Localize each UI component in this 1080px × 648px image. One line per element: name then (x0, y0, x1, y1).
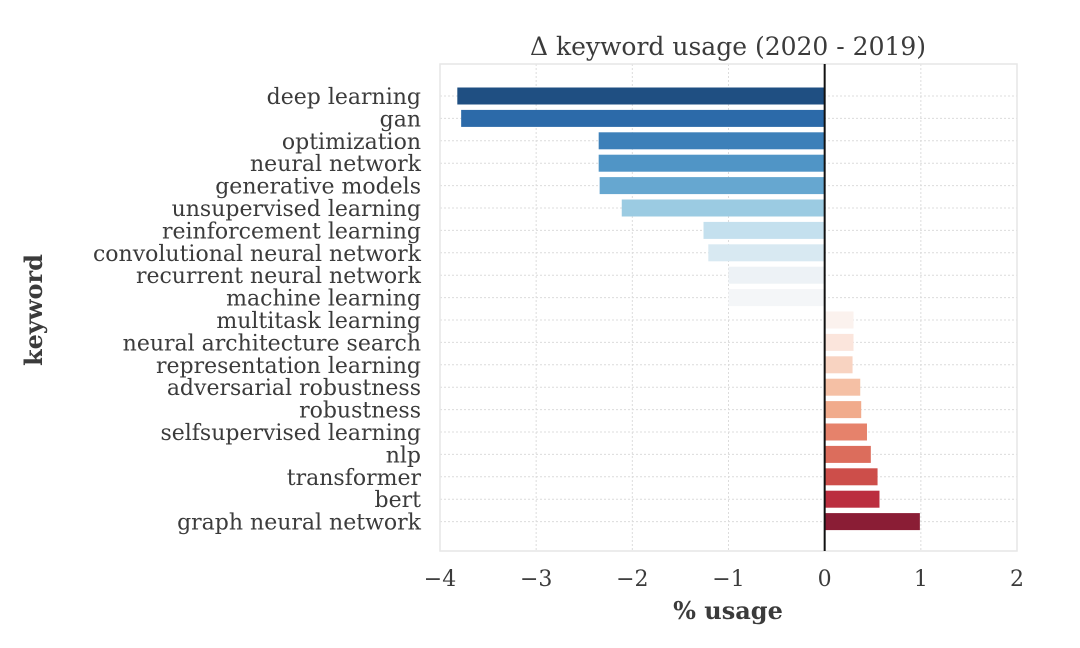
category-label-2: gan (380, 107, 421, 132)
category-label-12: neural architecture search (123, 331, 421, 356)
bar-15 (824, 401, 862, 419)
category-label-13: representation learning (156, 354, 421, 379)
bar-17 (824, 445, 871, 463)
bar-6 (621, 199, 825, 217)
category-label-4: neural network (250, 152, 422, 177)
x-tick-label-0: −4 (424, 567, 456, 592)
category-label-16: selfsupervised learning (160, 421, 421, 446)
y-axis-label: keyword (19, 254, 48, 366)
category-label-3: optimization (282, 130, 421, 155)
category-label-7: reinforcement learning (162, 219, 421, 244)
plot-frame (439, 63, 1018, 552)
category-label-17: nlp (386, 443, 421, 468)
category-label-1: deep learning (267, 85, 421, 110)
bar-20 (824, 513, 920, 531)
bar-16 (824, 423, 867, 441)
bar-12 (824, 333, 854, 351)
bar-18 (824, 468, 878, 486)
bar-5 (599, 177, 825, 195)
chart-title: Δ keyword usage (2020 - 2019) (530, 32, 926, 61)
bar-1 (457, 87, 825, 105)
x-tick-label-2: −2 (616, 567, 648, 592)
bar-7 (703, 221, 825, 239)
bar-2 (461, 109, 825, 127)
category-label-10: machine learning (226, 287, 421, 312)
category-label-5: generative models (215, 175, 421, 200)
bar-11 (824, 311, 854, 329)
category-label-9: recurrent neural network (136, 264, 422, 289)
x-tick-label-5: 1 (914, 567, 928, 592)
bar-14 (824, 378, 861, 396)
bar-4 (598, 154, 825, 172)
x-tick-labels: −4 −3 −2 −1 0 1 2 (424, 567, 1024, 592)
category-label-8: convolutional neural network (93, 242, 422, 267)
category-label-6: unsupervised learning (172, 197, 421, 222)
category-label-19: bert (375, 488, 422, 513)
category-label-20: graph neural network (177, 511, 422, 536)
bar-19 (824, 490, 880, 508)
bars (457, 87, 920, 531)
x-tick-label-6: 2 (1010, 567, 1024, 592)
bar-10 (728, 289, 825, 307)
x-axis-label: % usage (673, 596, 783, 625)
category-label-14: adversarial robustness (167, 376, 421, 401)
x-tick-label-3: −1 (712, 567, 744, 592)
category-label-15: robustness (299, 399, 421, 424)
bar-8 (708, 244, 825, 262)
x-tick-label-4: 0 (818, 567, 832, 592)
bar-13 (824, 356, 853, 374)
category-label-18: transformer (287, 466, 422, 491)
category-label-11: multitask learning (216, 309, 421, 334)
x-tick-label-1: −3 (520, 567, 552, 592)
bar-3 (598, 132, 825, 150)
bar-9 (728, 266, 825, 284)
